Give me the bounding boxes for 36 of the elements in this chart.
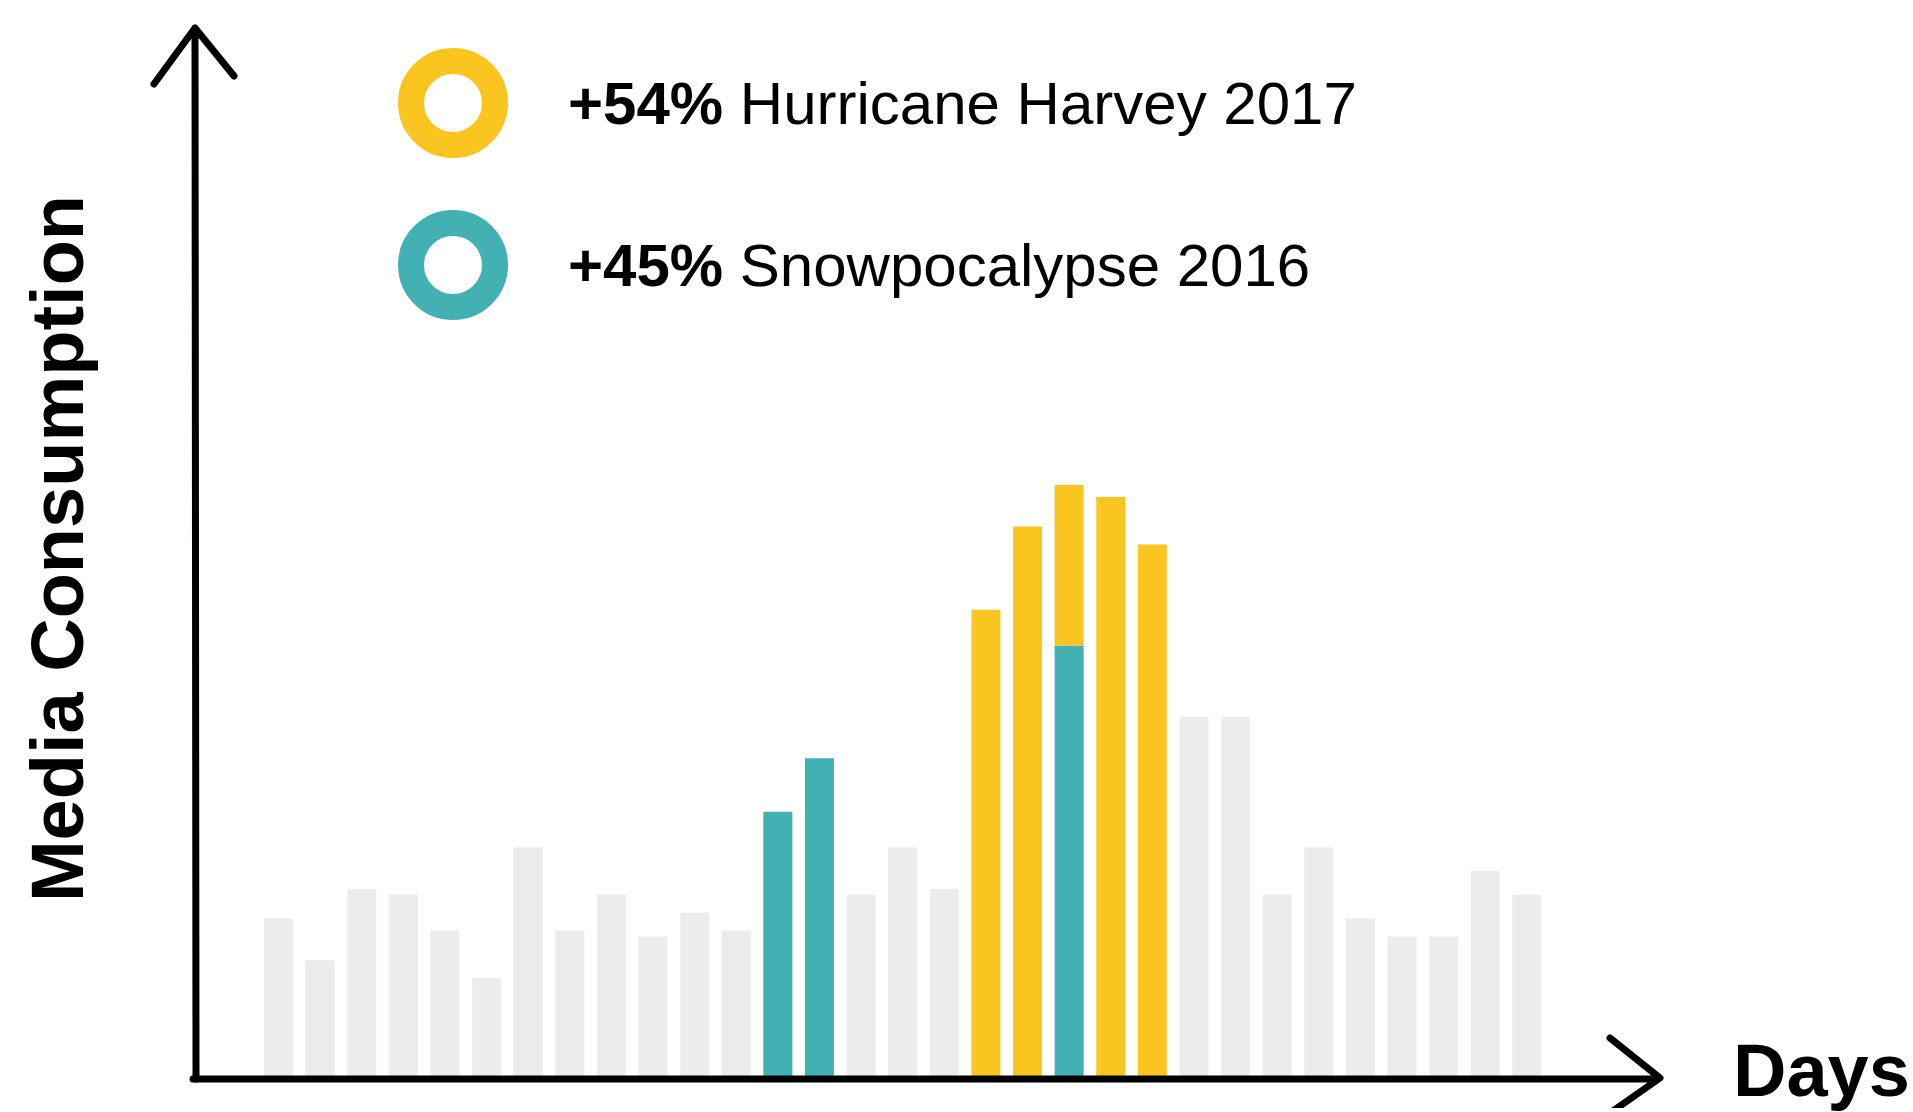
- bar: [1054, 645, 1084, 1079]
- bar: [1179, 716, 1209, 1079]
- bar: [1054, 485, 1084, 646]
- bar: [638, 936, 668, 1079]
- bar: [513, 847, 543, 1079]
- bar: [305, 960, 335, 1079]
- legend-label: +54% Hurricane Harvey 2017: [568, 69, 1357, 137]
- bar: [388, 894, 418, 1079]
- legend-label: +45% Snowpocalypse 2016: [568, 231, 1311, 299]
- bar: [1096, 496, 1126, 1079]
- bar: [804, 758, 834, 1079]
- bar: [347, 888, 377, 1079]
- bar: [1345, 918, 1375, 1079]
- y-axis-title: Media Consumption: [15, 194, 101, 902]
- bar: [1512, 894, 1542, 1079]
- bar: [1304, 847, 1334, 1079]
- bar: [1470, 871, 1500, 1079]
- bar: [1262, 894, 1292, 1079]
- bar: [763, 811, 793, 1079]
- bar: [1137, 544, 1167, 1079]
- bar: [1221, 716, 1251, 1079]
- bar: [888, 847, 918, 1079]
- bar: [264, 918, 293, 1079]
- bar: [472, 978, 502, 1079]
- bar: [721, 930, 751, 1079]
- x-axis-title: Days: [1733, 1028, 1910, 1112]
- bar: [596, 894, 626, 1079]
- bar: [430, 930, 460, 1079]
- bar: [1429, 936, 1459, 1079]
- bar: [1387, 936, 1417, 1079]
- bar: [929, 888, 959, 1079]
- bar: [1013, 526, 1043, 1079]
- bar: [971, 609, 1001, 1079]
- bar: [846, 894, 876, 1079]
- bar: [555, 930, 585, 1079]
- bar: [680, 912, 710, 1079]
